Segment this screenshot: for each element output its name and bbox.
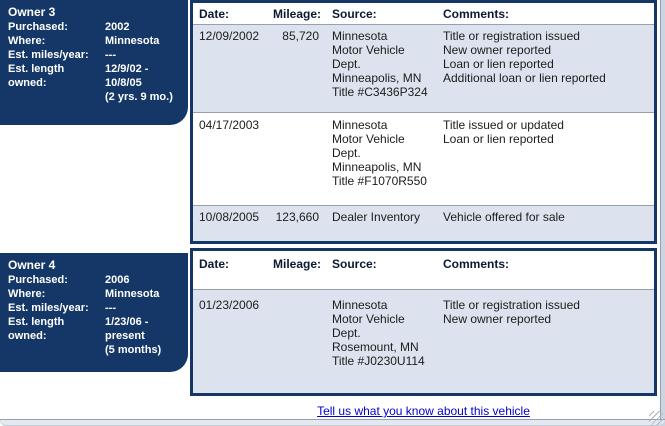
field-label: Purchased: — [8, 274, 68, 286]
cell-mileage: 123,660 — [275, 210, 319, 224]
field-label: Where: — [8, 35, 46, 47]
cell-comments: Title or registration issued New owner r… — [443, 298, 580, 326]
owner4-miles-per-year-field: Est. miles/year: --- — [8, 301, 180, 315]
table-header-row: Date: Mileage: Source: Comments: — [193, 251, 654, 290]
field-label: Est. miles/year: — [8, 49, 89, 61]
field-value: 1/23/06 - present (5 months) — [105, 316, 162, 356]
field-value: 12/9/02 - 10/8/05 (2 yrs. 9 mo.) — [105, 63, 173, 103]
cell-mileage — [269, 298, 325, 368]
owner4-title: Owner 4 — [8, 258, 56, 272]
cell-source: Minnesota Motor Vehicle Dept. Minneapoli… — [332, 29, 428, 99]
cell-comments: Vehicle offered for sale — [443, 210, 565, 224]
cell-source: Minnesota Motor Vehicle Dept. Rosemount,… — [332, 298, 425, 368]
cell-date: 01/23/2006 — [199, 298, 260, 312]
table-row: 10/08/2005 123,660 Dealer Inventory Vehi… — [193, 206, 654, 237]
table-row: 01/23/2006 Minnesota Motor Vehicle Dept.… — [193, 290, 654, 368]
owner4-length-owned-field: Est. length owned: 1/23/06 - present (5 … — [8, 315, 180, 357]
column-header-source: Source: — [332, 7, 377, 21]
owner3-info-panel: Owner 3 Purchased: 2002 Where: Minnesota… — [0, 0, 188, 125]
cell-date: 04/17/2003 — [199, 118, 260, 132]
cell-mileage — [269, 118, 325, 188]
field-label: Est. miles/year: — [8, 302, 89, 314]
owner3-miles-per-year-field: Est. miles/year: --- — [8, 48, 180, 62]
cell-mileage: 85,720 — [282, 29, 319, 43]
field-value: --- — [105, 49, 116, 61]
column-header-comments: Comments: — [443, 257, 510, 271]
field-value: Minnesota — [105, 35, 160, 47]
column-header-date: Date: — [199, 257, 230, 271]
field-label: Purchased: — [8, 21, 68, 33]
owner3-history-table: Date: Mileage: Source: Comments: 12/09/2… — [190, 0, 657, 244]
field-value: 2002 — [105, 21, 130, 33]
column-header-mileage: Mileage: — [273, 7, 322, 21]
cell-date: 10/08/2005 — [199, 210, 260, 224]
field-label: Est. length owned: — [8, 316, 65, 342]
window-bottom-bar — [0, 419, 665, 426]
cell-source: Dealer Inventory — [332, 210, 421, 224]
owner4-info-panel: Owner 4 Purchased: 2006 Where: Minnesota… — [0, 253, 188, 372]
owner4-history-table: Date: Mileage: Source: Comments: 01/23/2… — [190, 248, 657, 396]
owner4-where-field: Where: Minnesota — [8, 287, 180, 301]
column-header-mileage: Mileage: — [273, 257, 322, 271]
resize-grip-icon[interactable] — [649, 411, 663, 425]
cell-source: Minnesota Motor Vehicle Dept. Minneapoli… — [332, 118, 427, 188]
cell-comments: Title or registration issued New owner r… — [443, 29, 606, 85]
window-right-edge — [660, 0, 665, 426]
table-header-row: Date: Mileage: Source: Comments: — [193, 3, 654, 25]
field-label: Est. length owned: — [8, 63, 65, 89]
field-value: --- — [105, 302, 116, 314]
owner3-title: Owner 3 — [8, 5, 56, 19]
column-header-date: Date: — [199, 7, 230, 21]
field-value: 2006 — [105, 274, 130, 286]
cell-comments: Title issued or updated Loan or lien rep… — [443, 118, 564, 146]
owner3-purchased-field: Purchased: 2002 — [8, 20, 180, 34]
owner4-purchased-field: Purchased: 2006 — [8, 273, 180, 287]
column-header-comments: Comments: — [443, 7, 510, 21]
tell-us-link[interactable]: Tell us what you know about this vehicle — [317, 404, 530, 418]
column-header-source: Source: — [332, 257, 377, 271]
cell-date: 12/09/2002 — [199, 29, 260, 43]
table-row: 04/17/2003 Minnesota Motor Vehicle Dept.… — [193, 113, 654, 206]
footer-link-row: Tell us what you know about this vehicle — [190, 404, 657, 418]
field-label: Where: — [8, 288, 46, 300]
owner3-length-owned-field: Est. length owned: 12/9/02 - 10/8/05 (2 … — [8, 62, 180, 104]
table-row: 12/09/2002 85,720 Minnesota Motor Vehicl… — [193, 25, 654, 113]
field-value: Minnesota — [105, 288, 160, 300]
owner3-where-field: Where: Minnesota — [8, 34, 180, 48]
